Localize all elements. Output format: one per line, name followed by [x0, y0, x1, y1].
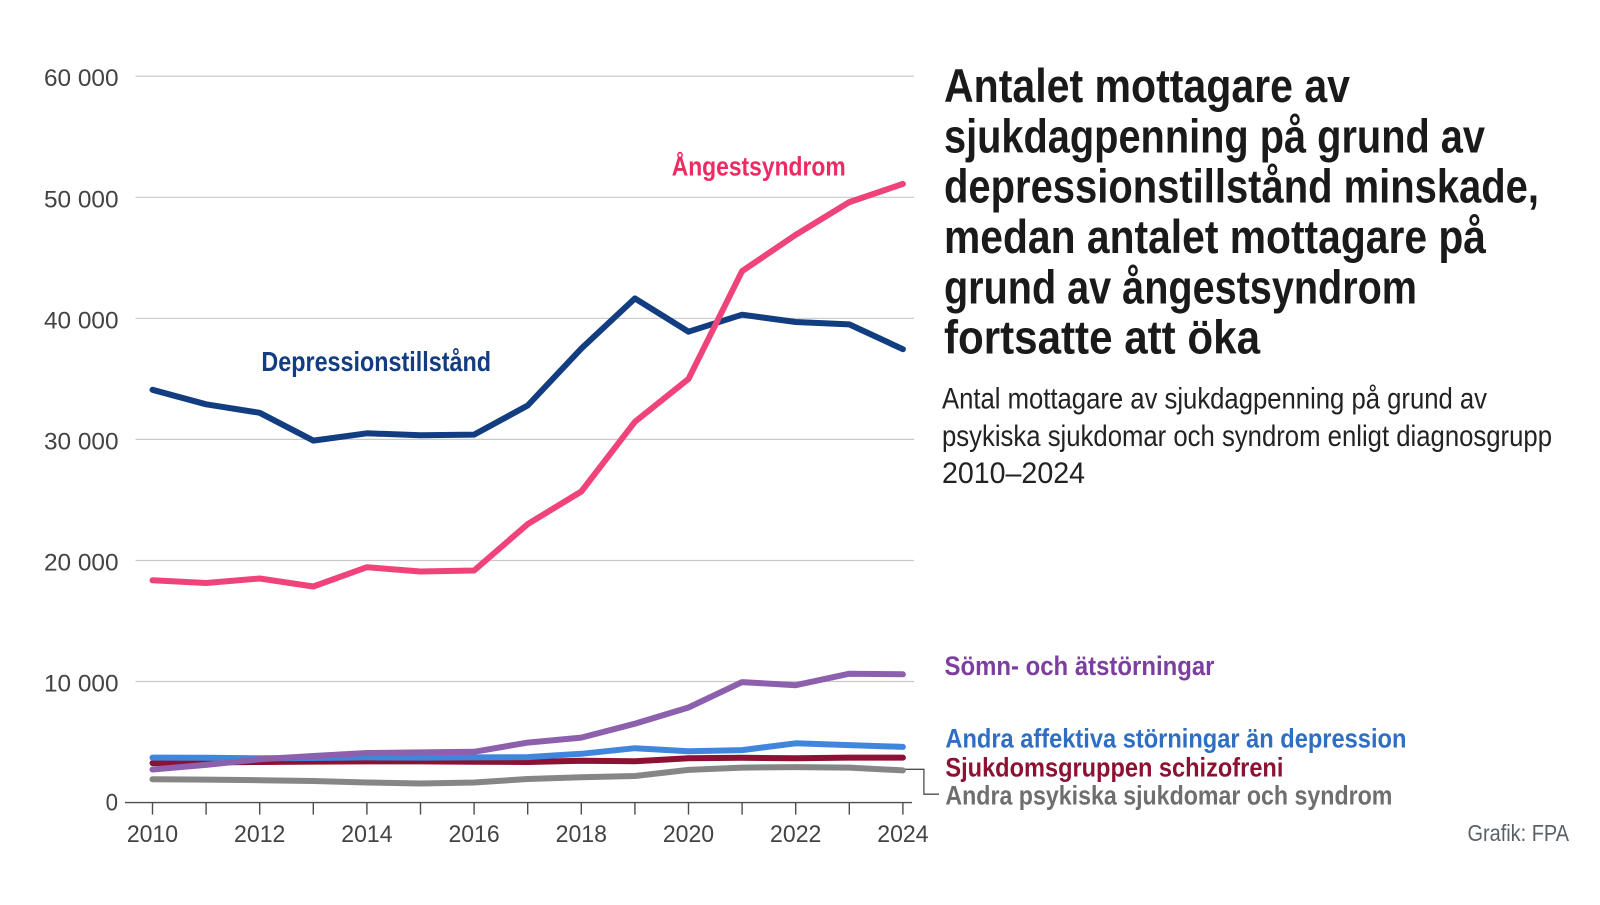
svg-text:Andra affektiva störningar än: Andra affektiva störningar än depression	[945, 724, 1406, 754]
svg-text:2012: 2012	[234, 821, 285, 848]
svg-text:Sömn- och ätstörningar: Sömn- och ätstörningar	[945, 651, 1215, 681]
svg-text:Sjukdomsgruppen schizofreni: Sjukdomsgruppen schizofreni	[945, 752, 1283, 782]
svg-text:50 000: 50 000	[44, 186, 119, 213]
svg-text:Antal mottagare av sjukdagpenn: Antal mottagare av sjukdagpenning på gru…	[942, 382, 1487, 415]
svg-text:2014: 2014	[341, 821, 392, 848]
svg-text:psykiska sjukdomar och syndrom: psykiska sjukdomar och syndrom enligt di…	[942, 420, 1552, 453]
svg-text:2016: 2016	[448, 821, 499, 848]
svg-text:fortsatte att öka: fortsatte att öka	[944, 311, 1261, 364]
svg-text:sjukdagpenning på grund av: sjukdagpenning på grund av	[944, 109, 1485, 162]
svg-text:30 000: 30 000	[44, 428, 119, 455]
svg-text:0: 0	[106, 790, 118, 817]
svg-text:medan antalet mottagare på: medan antalet mottagare på	[944, 210, 1487, 263]
svg-text:40 000: 40 000	[44, 307, 119, 334]
svg-text:60 000: 60 000	[44, 65, 119, 92]
svg-text:Grafik: FPA: Grafik: FPA	[1468, 820, 1570, 846]
svg-text:Ångestsyndrom: Ångestsyndrom	[672, 151, 846, 182]
svg-text:Antalet mottagare av: Antalet mottagare av	[944, 59, 1350, 112]
svg-text:2022: 2022	[770, 821, 821, 848]
svg-text:2020: 2020	[663, 821, 714, 848]
svg-text:20 000: 20 000	[44, 550, 119, 577]
svg-text:Andra psykiska sjukdomar och s: Andra psykiska sjukdomar och syndrom	[945, 781, 1392, 811]
svg-text:depressionstillstånd minskade,: depressionstillstånd minskade,	[944, 160, 1539, 213]
svg-text:10 000: 10 000	[44, 671, 119, 698]
svg-text:Depressionstillstånd: Depressionstillstånd	[261, 346, 491, 377]
svg-text:2018: 2018	[556, 821, 607, 848]
svg-text:2024: 2024	[877, 821, 928, 848]
svg-text:grund av ångestsyndrom: grund av ångestsyndrom	[944, 260, 1417, 313]
svg-text:2010: 2010	[127, 821, 178, 848]
svg-text:2010–2024: 2010–2024	[942, 457, 1085, 490]
